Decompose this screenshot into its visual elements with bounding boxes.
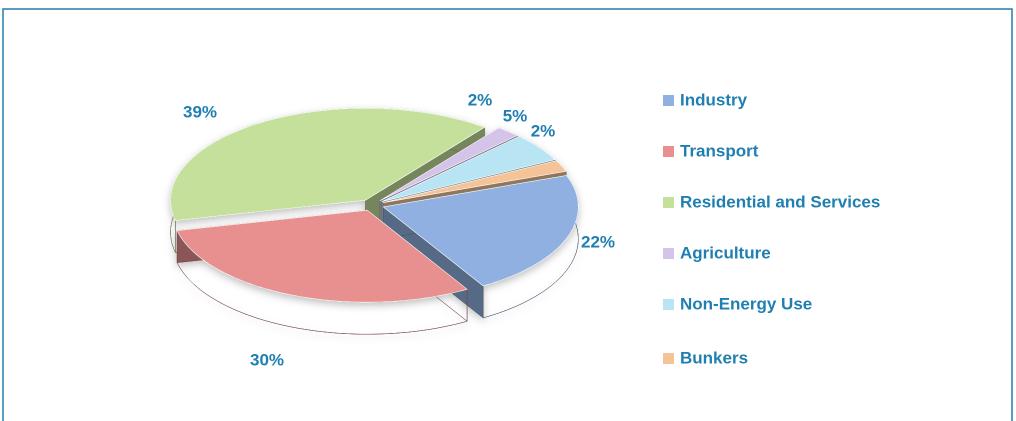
data-label: 2%	[468, 90, 493, 109]
slice	[382, 175, 579, 287]
legend-swatch	[663, 299, 674, 310]
slice	[382, 160, 567, 203]
legend-swatch	[663, 248, 674, 259]
labels: 22%30%39%2%5%2%	[183, 90, 615, 369]
data-label: 22%	[581, 232, 615, 251]
legend: Industry Transport Residential and Service…	[663, 90, 880, 367]
frame	[2, 8, 1013, 421]
data-label: 30%	[250, 350, 284, 369]
legend-label: Agriculture	[680, 243, 771, 262]
data-label: 39%	[183, 102, 217, 121]
legend-swatch	[663, 146, 674, 157]
legend-swatch	[663, 353, 674, 364]
data-label: 2%	[531, 121, 556, 140]
legend-label: Industry	[680, 90, 748, 109]
slice	[379, 127, 518, 201]
data-label: 5%	[503, 106, 528, 125]
pie	[170, 107, 579, 335]
legend-label: Residential and Services	[680, 192, 880, 211]
legend-label: Bunkers	[680, 348, 748, 367]
legend-label: Transport	[680, 141, 759, 160]
slice	[170, 107, 486, 221]
slice	[176, 209, 468, 303]
legend-swatch	[663, 95, 674, 106]
legend-label: Non-Energy Use	[680, 294, 812, 313]
slice	[381, 136, 556, 202]
legend-swatch	[663, 197, 674, 208]
